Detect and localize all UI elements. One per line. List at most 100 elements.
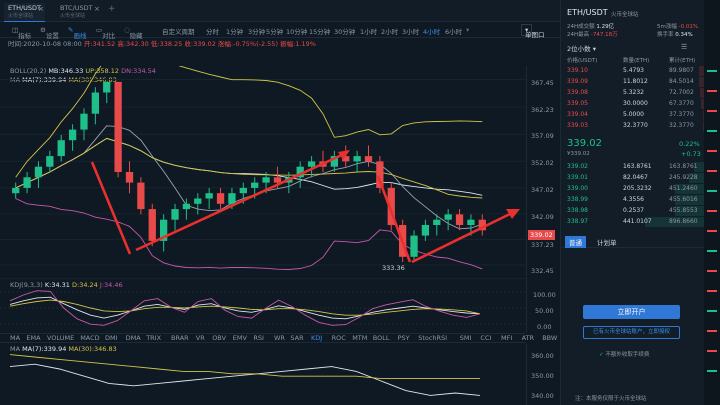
last-price: 339.02: [567, 138, 602, 149]
orderbook-row[interactable]: 338.98 0.2537 455.8553: [561, 206, 705, 216]
hide-button[interactable]: ◌ 隐藏: [124, 26, 143, 40]
indicator-tab-mfi[interactable]: MFI: [501, 334, 513, 342]
period-4h[interactable]: 4小时: [423, 28, 441, 36]
indicator-tab-macd[interactable]: MACD: [80, 334, 100, 342]
indicator-tab-boll[interactable]: BOLL: [372, 334, 390, 342]
ohlc-high: 高:342.30: [117, 40, 149, 48]
period-30m[interactable]: 30分钟: [334, 28, 356, 36]
indicator-tab-obv[interactable]: OBV: [212, 334, 227, 342]
layout-select[interactable]: 单图口 ▾: [521, 24, 545, 39]
kdj-chart[interactable]: [0, 278, 526, 332]
tab-normal[interactable]: 普通: [565, 236, 586, 248]
period-3h[interactable]: 3小时: [402, 28, 420, 36]
close-tab-icon[interactable]: ×: [38, 5, 44, 13]
period-realtime[interactable]: 分时: [206, 28, 219, 36]
stat-key: 换手率: [657, 32, 674, 38]
close-tab-icon[interactable]: ×: [94, 5, 100, 13]
candle-body: [262, 177, 270, 183]
stat-high: 24H最高 -747.18万: [567, 30, 618, 38]
orderbook-row[interactable]: 339.03 32.3770 32.3770: [561, 121, 705, 131]
period-2h[interactable]: 2小时: [381, 28, 399, 36]
indicator-tabs: MA EMA VOLUME MACD DMI DMA TRIX BRAR VR OBV EMV RSI…: [0, 333, 578, 343]
orderbook-row[interactable]: 339.05 30.0000 67.3770: [561, 99, 705, 109]
trend-line-up[interactable]: [411, 212, 511, 264]
indicator-tab-bbw[interactable]: BBW: [542, 334, 558, 342]
price-axis: 367.45 362.23 357.09 352.02 347.02 342.0…: [526, 66, 560, 278]
boll-label: BOLL(20,2): [10, 67, 47, 75]
orderbook-row[interactable]: 339.10 5.4793 89.9807: [561, 66, 705, 76]
orderbook-row[interactable]: 339.02 163.8761 163.8761: [561, 162, 705, 172]
trend-line-down[interactable]: [376, 175, 412, 263]
indicator-tab-sar[interactable]: SAR: [290, 334, 304, 342]
indicator-tab-roc[interactable]: ROC: [331, 334, 346, 342]
ohlc-low: 低:338.25: [150, 40, 183, 48]
indicator-tab-dmi[interactable]: DMI: [105, 334, 118, 342]
ticker-mark: [707, 230, 717, 232]
indicator-tab-vr[interactable]: VR: [195, 334, 205, 342]
order-sidebar: ETH/USDT 火币全球站 24H成交额 1.29亿 24H最高 -747.1…: [560, 0, 705, 405]
col-amount: 数量(ETH): [623, 58, 650, 64]
indicator-tab-brar[interactable]: BRAR: [171, 334, 189, 342]
indicator-tab-smi[interactable]: SMI: [459, 334, 472, 342]
indicator-tab-wr[interactable]: WR: [274, 334, 285, 342]
indicator-tab-emv[interactable]: EMV: [232, 334, 247, 342]
draw-line-button[interactable]: ✎ 画线: [68, 26, 87, 40]
indicator-tab-mtm[interactable]: MTM: [352, 334, 368, 342]
tab-plan[interactable]: 计划单: [597, 239, 617, 247]
orderbook-row[interactable]: 339.09 11.8012 84.5014: [561, 77, 705, 87]
more-periods-icon[interactable]: ▾: [466, 26, 470, 34]
open-account-button[interactable]: 立即开户: [583, 305, 680, 319]
indicator-button[interactable]: ◫ 指标: [12, 26, 32, 40]
ob-amount: 5.3232: [623, 89, 644, 96]
settings-button[interactable]: ⚙ 设置: [40, 26, 59, 40]
tab-exchange: 火币全球站: [60, 13, 86, 19]
tab-eth-usdt[interactable]: ETH/USDT 火币全球站: [4, 3, 46, 22]
trend-line-up[interactable]: [135, 152, 345, 252]
orderbook-row[interactable]: 338.99 4.3556 455.6016: [561, 195, 705, 205]
indicator-tab-ema[interactable]: EMA: [26, 334, 41, 342]
depth-toggle-icon[interactable]: ☰: [681, 43, 688, 51]
indicator-tab-stochrsi[interactable]: StochRSI: [418, 334, 448, 342]
candlestick-chart[interactable]: 333.36: [0, 66, 526, 278]
add-tab-icon[interactable]: +: [108, 4, 116, 14]
tab-btc-usdt[interactable]: BTC/USDT 火币全球站: [56, 3, 97, 22]
period-1m[interactable]: 1分钟: [226, 28, 244, 36]
custom-period-button[interactable]: 自定义周期: [162, 28, 195, 36]
indicator-tab-ma[interactable]: MA: [10, 334, 21, 342]
indicator-tab-dma[interactable]: DMA: [125, 334, 141, 342]
hide-label: 隐藏: [129, 32, 143, 40]
ob-price: 339.09: [567, 78, 588, 85]
indicator-tab-cci[interactable]: CCI: [480, 334, 492, 342]
ob-total: 72.7002: [669, 89, 694, 96]
kdj-d-line: [9, 299, 481, 316]
kdj-label: KDJ(9,3,3): [10, 281, 43, 289]
orderbook-row[interactable]: 338.97 441.0107 896.8660: [561, 217, 705, 227]
period-10m[interactable]: 10分钟: [286, 28, 308, 36]
compare-button[interactable]: ▭ 对比: [96, 26, 116, 40]
period-15m[interactable]: 15分钟: [309, 28, 331, 36]
bind-account-button[interactable]: 已有火币全球站账户，立即授权: [583, 326, 680, 339]
orderbook-row[interactable]: 339.01 82.0467 245.9228: [561, 173, 705, 183]
ob-price: 339.01: [567, 174, 588, 181]
indicator-tab-rsi[interactable]: RSI: [253, 334, 264, 342]
orderbook-row[interactable]: 339.00 205.3232 451.2460: [561, 184, 705, 194]
kdj-legend: KDJ(9,3,3) K:34.31 D:34.24 J:34.46: [10, 281, 123, 289]
trend-line-down[interactable]: [90, 161, 132, 255]
indicator-tab-volume[interactable]: VOLUME: [47, 334, 75, 342]
period-6h[interactable]: 6小时: [445, 28, 463, 36]
period-3m[interactable]: 3分钟: [248, 28, 266, 36]
orderbook-row[interactable]: 339.08 5.3232 72.7002: [561, 88, 705, 98]
indicator-tab-trix[interactable]: TRIX: [146, 334, 162, 342]
indicator-tab-psy[interactable]: PSY: [397, 334, 410, 342]
price-chg: +0.73: [681, 150, 701, 158]
indicator-tab-atr[interactable]: ATR: [521, 334, 535, 342]
period-5m[interactable]: 5分钟: [266, 28, 284, 36]
ticker-mark: [707, 290, 717, 292]
orderbook-row[interactable]: 339.04 5.0000 37.3770: [561, 110, 705, 120]
bottom-ma-chart[interactable]: [0, 344, 526, 405]
depth-select[interactable]: 2位小数 ▾: [567, 45, 596, 53]
period-1h[interactable]: 1小时: [360, 28, 378, 36]
candle-body: [137, 182, 145, 210]
indicator-tab-kdj[interactable]: KDJ: [311, 334, 323, 342]
